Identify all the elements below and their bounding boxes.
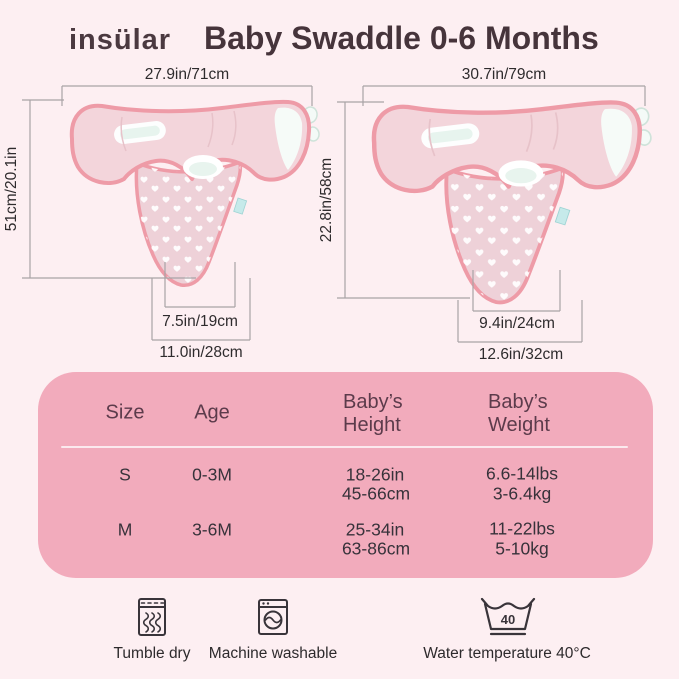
page-title: Baby Swaddle 0-6 Months: [204, 20, 599, 56]
column-header-age: Age: [194, 401, 230, 424]
care-water-temperature-label: Water temperature 40°C: [423, 645, 591, 662]
cell-height-cm-s: 45-66cm: [341, 483, 411, 504]
cell-weight-lbs-s: 6.6-14lbs: [486, 463, 558, 484]
dim-label-height-large: 22.8in/58cm: [318, 158, 335, 242]
header-separator: [61, 446, 628, 448]
dim-height-large: 22.8in/58cm: [318, 101, 470, 299]
care-machine-washable-label: Machine washable: [208, 645, 338, 662]
dim-top-width-large: 30.7in/79cm: [362, 66, 646, 106]
dim-outer-width-large: 12.6in/32cm: [457, 300, 583, 363]
care-tumble-dry-label: Tumble dry: [113, 645, 191, 662]
swaddle-diagram-small: 27.9in/71cm 51cm/20.1in 7.5in/19cm 11.0i…: [3, 66, 323, 361]
cell-height-cm-m: 63-86cm: [341, 538, 411, 559]
cell-age-m: 3-6M: [192, 519, 232, 540]
dim-outer-width-small: 11.0in/28cm: [151, 278, 251, 361]
dim-inner-width-large: 9.4in/24cm: [472, 270, 561, 332]
column-header-weight: Baby’s Weight: [488, 391, 550, 436]
cell-weight-kg-m: 5-10kg: [495, 538, 549, 559]
dim-inner-width-small: 7.5in/19cm: [162, 262, 238, 330]
cell-age-s: 0-3M: [192, 464, 232, 485]
dim-label-inner-width-large: 9.4in/24cm: [479, 315, 555, 332]
dim-top-width-small: 27.9in/71cm: [61, 66, 313, 106]
care-water-temperature: 40: [479, 597, 537, 639]
care-tumble-dry: [138, 598, 166, 636]
dim-label-inner-width-small: 7.5in/19cm: [162, 313, 238, 330]
column-header-size: Size: [105, 401, 145, 424]
column-header-height: Baby’s Height: [343, 391, 403, 436]
cell-height-in-m: 25-34in: [345, 519, 405, 540]
swaddle-diagram-large: 30.7in/79cm 22.8in/58cm 9.4in/24cm 12.6i…: [318, 66, 652, 363]
brand-logo: insülar: [69, 24, 172, 56]
dim-label-top-width-large: 30.7in/79cm: [462, 66, 546, 83]
dim-label-top-width-small: 27.9in/71cm: [145, 66, 229, 83]
machine-washable-icon: [258, 599, 288, 635]
tumble-dry-icon: [138, 598, 166, 636]
care-machine-washable: [258, 599, 288, 635]
dim-label-height-small: 51cm/20.1in: [3, 147, 20, 231]
size-table: Size Age Baby’s Height Baby’s Weight S 0…: [38, 372, 653, 578]
cell-size-s: S: [119, 464, 131, 485]
dim-label-outer-width-small: 11.0in/28cm: [159, 344, 242, 361]
cell-weight-kg-s: 3-6.4kg: [492, 483, 552, 504]
cell-height-in-s: 18-26in: [345, 464, 405, 485]
dim-label-outer-width-large: 12.6in/32cm: [479, 346, 563, 363]
cell-weight-lbs-m: 11-22lbs: [489, 518, 555, 539]
water-temperature-icon: 40: [480, 597, 536, 636]
dim-height-small: 51cm/20.1in: [3, 99, 196, 279]
cell-size-m: M: [117, 519, 133, 540]
water-temperature-value: 40: [501, 612, 515, 627]
